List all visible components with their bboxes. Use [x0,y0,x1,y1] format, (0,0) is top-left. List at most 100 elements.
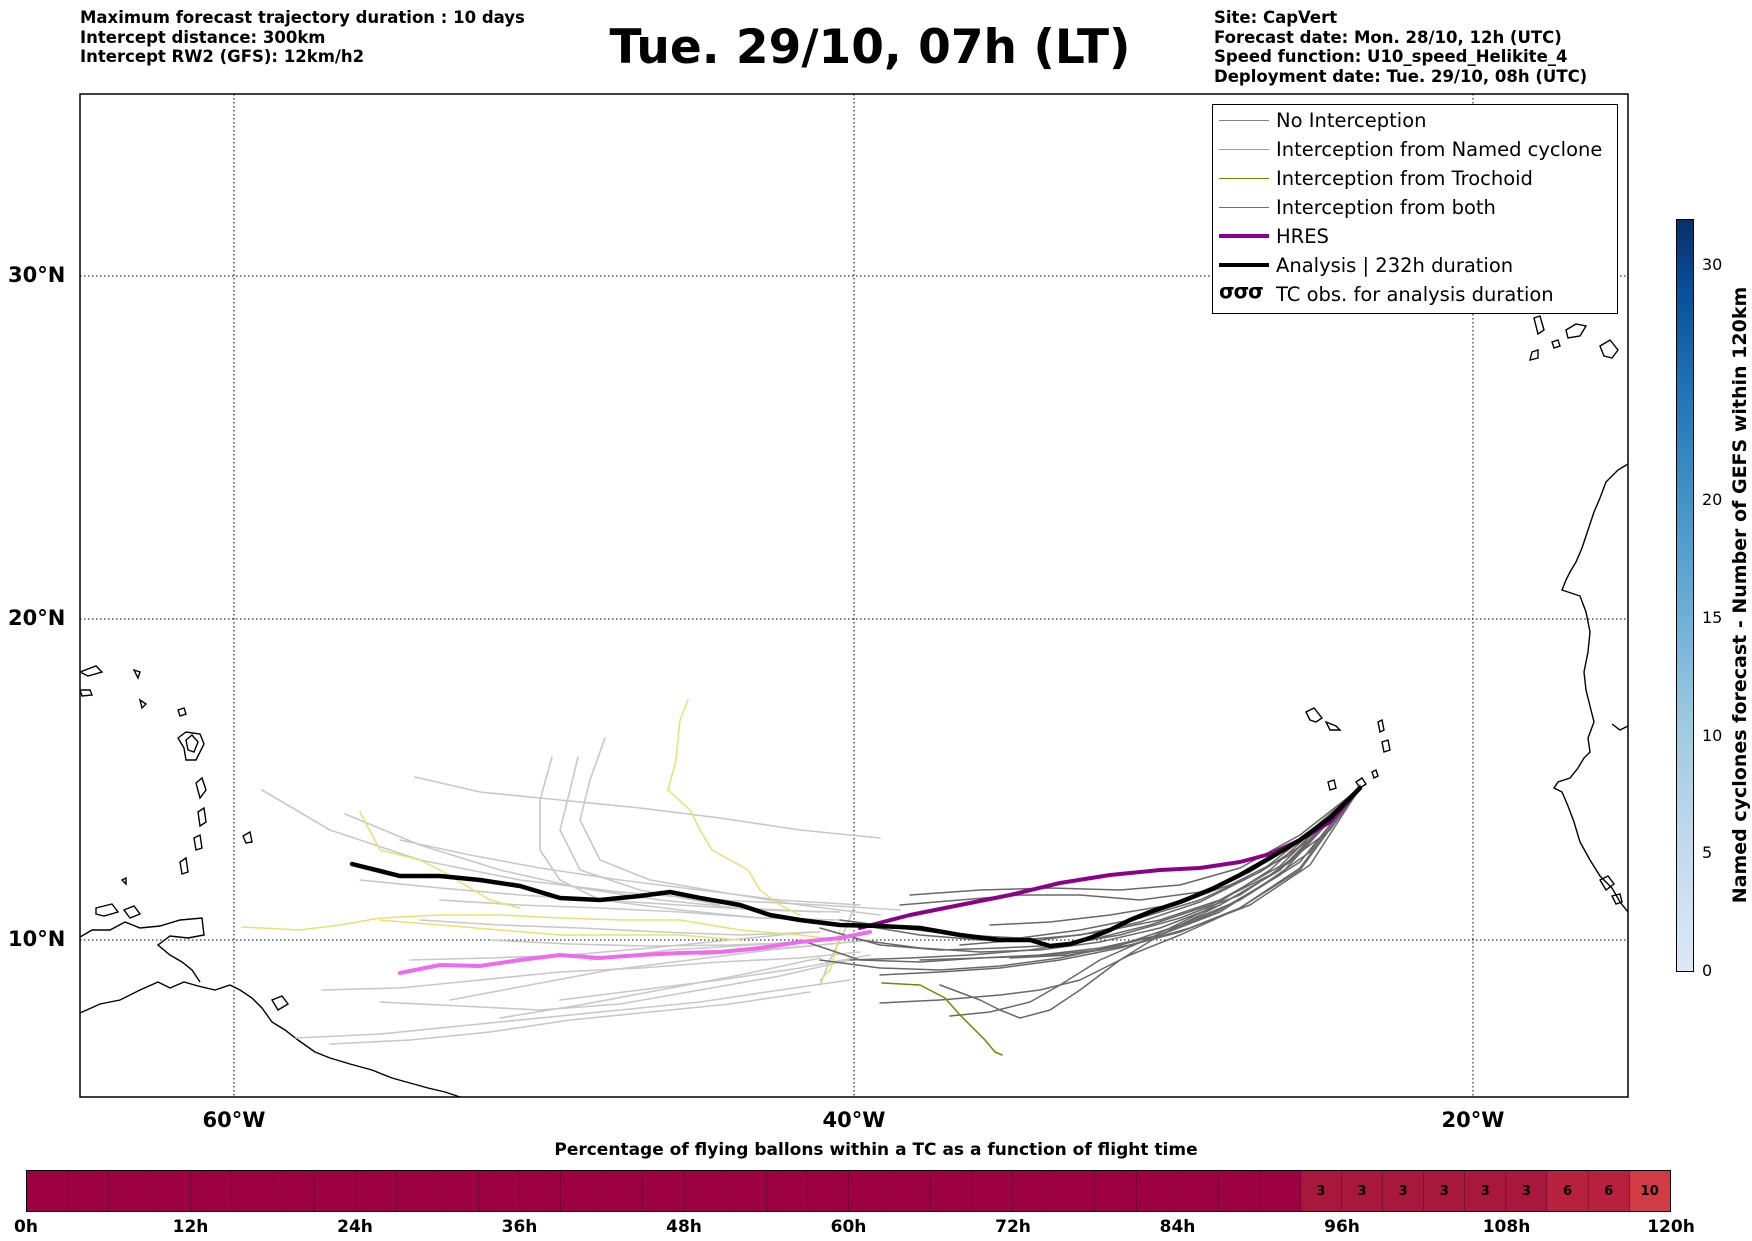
aruba-curacao [95,903,120,917]
flight-time-segment [889,1171,932,1211]
flight-time-segment [191,1171,233,1211]
flight-time-segment [68,1171,110,1211]
cape-verde-4 [1381,739,1391,753]
legend-item-tc-obs: σσσ TC obs. for analysis duration [1213,279,1617,307]
legend-item-named-cyclone: Interception from Named cyclone [1213,136,1617,162]
small-island-b [132,668,141,680]
africa-coast-detail [1611,723,1628,731]
lesser-antilles-5 [179,856,189,875]
legend-label: Analysis | 232h duration [1276,253,1514,277]
legend-swatch [1219,148,1269,150]
coastlines [80,315,1628,1097]
ensemble-trajectories-early [261,737,901,1045]
flight-time-segment [396,1171,438,1211]
lon-label-60w: 60°W [202,1108,266,1132]
legend-swatch [1219,119,1269,121]
flight-time-segment: 3 [1506,1171,1548,1211]
info-line-deployment-date: Deployment date: Tue. 29/10, 08h (UTC) [1214,66,1588,86]
flight-time-segment [766,1171,808,1211]
flight-time-segment [972,1171,1014,1211]
flight-time-segment [1259,1171,1301,1211]
flight-time-segment: 3 [1300,1171,1342,1211]
flight-time-segment [520,1171,562,1211]
canary-4 [1529,349,1539,361]
legend-swatch [1219,177,1269,179]
legend-item-hres: HRES [1213,223,1617,249]
south-america-coast [80,981,461,1097]
legend-item-no-interception: No Interception [1213,107,1617,133]
flight-time-segment [355,1171,397,1211]
param-line-distance: Intercept distance: 300km [80,27,326,47]
flight-time-segment [1013,1171,1055,1211]
flight-time-segment [643,1171,685,1211]
lesser-antilles-2 [195,776,207,800]
hour-label: 24h [337,1217,373,1237]
colorbar-tick-30: 30 [1702,255,1723,274]
flight-time-bar: 3 3 3 3 3 3 6 6 10 [26,1170,1671,1212]
flight-time-segment: 3 [1342,1171,1384,1211]
colorbar-tick-0: 0 [1702,961,1713,980]
legend-label: No Interception [1276,108,1427,132]
flight-time-segment [931,1171,973,1211]
caribbean-islets [122,905,142,919]
info-line-site: Site: CapVert [1214,8,1338,27]
small-island-c [80,665,104,677]
flight-time-segment [1136,1171,1178,1211]
lat-label-20n: 20°N [8,606,66,630]
hour-label: 72h [995,1217,1031,1237]
map-legend: No Interception Interception from Named … [1212,104,1618,314]
flight-time-segment [1095,1171,1137,1211]
lesser-antilles-6 [177,731,205,761]
flight-time-segment [150,1171,192,1211]
hour-label: 60h [830,1217,867,1237]
cape-verde-1 [1305,707,1324,723]
hour-label: 48h [666,1217,702,1237]
trajectories [241,699,1363,1056]
legend-item-analysis: Analysis | 232h duration [1213,252,1617,278]
flight-time-segment [602,1171,644,1211]
flight-time-segment [273,1171,315,1211]
flight-time-segment [684,1171,726,1211]
yellow-trajectories [241,699,841,981]
cape-verde-3 [1377,718,1385,734]
canary-3 [1599,339,1619,359]
tobago [120,876,127,886]
colorbar-tick-10: 10 [1702,726,1723,745]
hour-label: 96h [1324,1217,1360,1237]
colorbar-tick-20: 20 [1702,490,1723,509]
flight-time-segment [27,1171,69,1211]
flight-time-segment: 6 [1547,1171,1589,1211]
param-line-duration: Maximum forecast trajectory duration : 1… [80,8,525,27]
flight-time-segment [848,1171,890,1211]
africa-coast [1552,463,1628,913]
info-line-forecast-date: Forecast date: Mon. 28/10, 12h (UTC) [1214,27,1562,47]
hour-label: 12h [172,1217,209,1237]
venezuela-coast [80,917,205,983]
cape-verde-6 [1327,779,1337,791]
trinidad [270,995,290,1011]
canary-2 [1565,323,1588,339]
africa-islets [1610,893,1623,905]
cape-verde-2 [1324,720,1342,731]
lat-label-10n: 10°N [8,927,66,951]
flight-time-segment: 10 [1629,1171,1670,1211]
legend-swatch [1219,263,1269,267]
lesser-antilles-3 [197,806,207,828]
legend-swatch [1219,206,1269,208]
legend-label: Interception from Trochoid [1276,166,1533,190]
small-island-e [138,698,148,710]
info-line-speed-function: Speed function: U10_speed_Helikite_4 [1214,47,1568,67]
canary-1 [1533,315,1545,336]
flight-time-segment [437,1171,480,1211]
flight-time-segment [479,1171,521,1211]
small-island-d [80,689,93,697]
page-title: Tue. 29/10, 07h (LT) [609,20,1131,75]
colorbar-tick-15: 15 [1702,608,1723,627]
lon-label-40w: 40°W [822,1108,886,1132]
cape-verde-7 [1371,769,1379,779]
flight-time-segment [725,1171,767,1211]
hour-label: 120h [1647,1217,1695,1237]
flight-time-segment [561,1171,603,1211]
legend-label: Interception from Named cyclone [1276,137,1603,161]
